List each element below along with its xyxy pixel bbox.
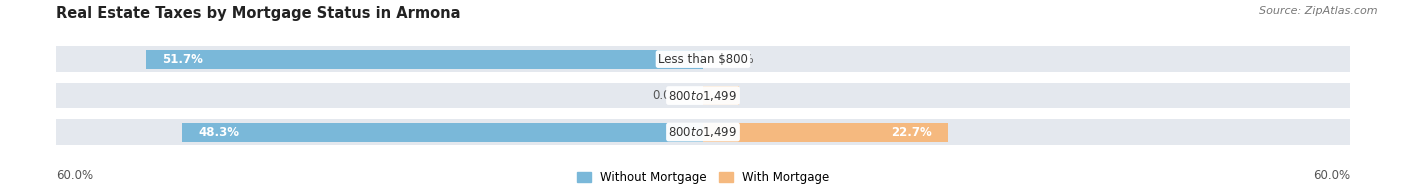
- Text: 51.7%: 51.7%: [162, 53, 202, 66]
- Text: Less than $800: Less than $800: [658, 53, 748, 66]
- Bar: [183, 122, 703, 142]
- Bar: [146, 50, 703, 69]
- Text: 60.0%: 60.0%: [56, 169, 93, 182]
- Bar: [703, 83, 1350, 108]
- Text: Real Estate Taxes by Mortgage Status in Armona: Real Estate Taxes by Mortgage Status in …: [56, 6, 461, 21]
- Bar: [703, 122, 948, 142]
- Text: $800 to $1,499: $800 to $1,499: [668, 125, 738, 139]
- Text: 0.0%: 0.0%: [724, 53, 754, 66]
- Text: Source: ZipAtlas.com: Source: ZipAtlas.com: [1260, 6, 1378, 16]
- Bar: [56, 83, 703, 108]
- Bar: [703, 46, 1350, 72]
- Bar: [703, 86, 738, 105]
- Text: 3.3%: 3.3%: [690, 89, 723, 102]
- Bar: [703, 119, 1350, 145]
- Bar: [56, 119, 703, 145]
- Text: 48.3%: 48.3%: [198, 126, 239, 138]
- Legend: Without Mortgage, With Mortgage: Without Mortgage, With Mortgage: [572, 167, 834, 189]
- Text: 22.7%: 22.7%: [891, 126, 932, 138]
- Text: $800 to $1,499: $800 to $1,499: [668, 89, 738, 103]
- Bar: [56, 46, 703, 72]
- Text: 60.0%: 60.0%: [1313, 169, 1350, 182]
- Text: 0.0%: 0.0%: [652, 89, 682, 102]
